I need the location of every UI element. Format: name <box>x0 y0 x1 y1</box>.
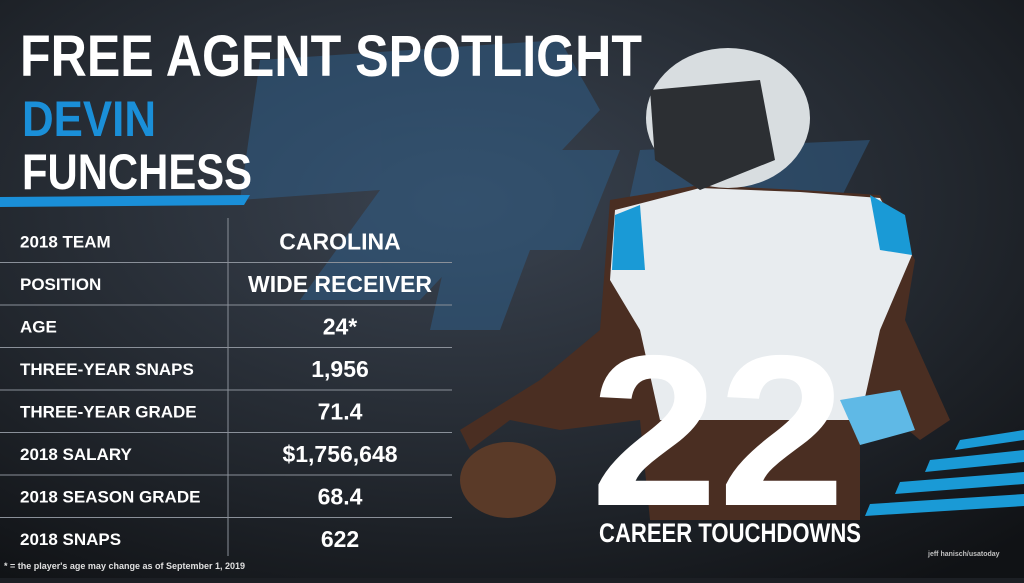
row-value: 68.4 <box>318 483 363 509</box>
row-label: THREE-YEAR SNAPS <box>20 360 194 379</box>
stats-table: 2018 TEAM CAROLINA POSITION WIDE RECEIVER AG… <box>0 228 452 552</box>
last-name: FUNCHESS <box>22 144 252 200</box>
highlight-number: 22 <box>591 310 846 551</box>
footnote: * = the player's age may change as of Se… <box>4 561 245 571</box>
row-label: 2018 TEAM <box>20 232 111 251</box>
highlight-label: CAREER TOUCHDOWNS <box>599 518 861 548</box>
row-value: WIDE RECEIVER <box>248 271 432 297</box>
row-label: THREE-YEAR GRADE <box>20 402 197 421</box>
row-value: $1,756,648 <box>282 441 397 467</box>
player-silhouette <box>460 48 950 520</box>
row-value: 1,956 <box>311 356 369 382</box>
name-underline <box>0 195 250 207</box>
row-value: 622 <box>321 526 359 552</box>
row-label: 2018 SEASON GRADE <box>20 487 200 506</box>
row-label: 2018 SNAPS <box>20 530 121 549</box>
title: FREE AGENT SPOTLIGHT <box>20 24 642 89</box>
row-label: AGE <box>20 317 57 336</box>
row-value: 71.4 <box>318 398 363 424</box>
row-label: POSITION <box>20 275 101 294</box>
row-value: 24* <box>323 313 358 339</box>
row-value: CAROLINA <box>279 228 400 254</box>
first-name: DEVIN <box>22 91 156 147</box>
stripes <box>865 430 1024 516</box>
photo-credit: jeff hanisch/usatoday <box>927 551 1000 558</box>
row-label: 2018 SALARY <box>20 445 132 464</box>
